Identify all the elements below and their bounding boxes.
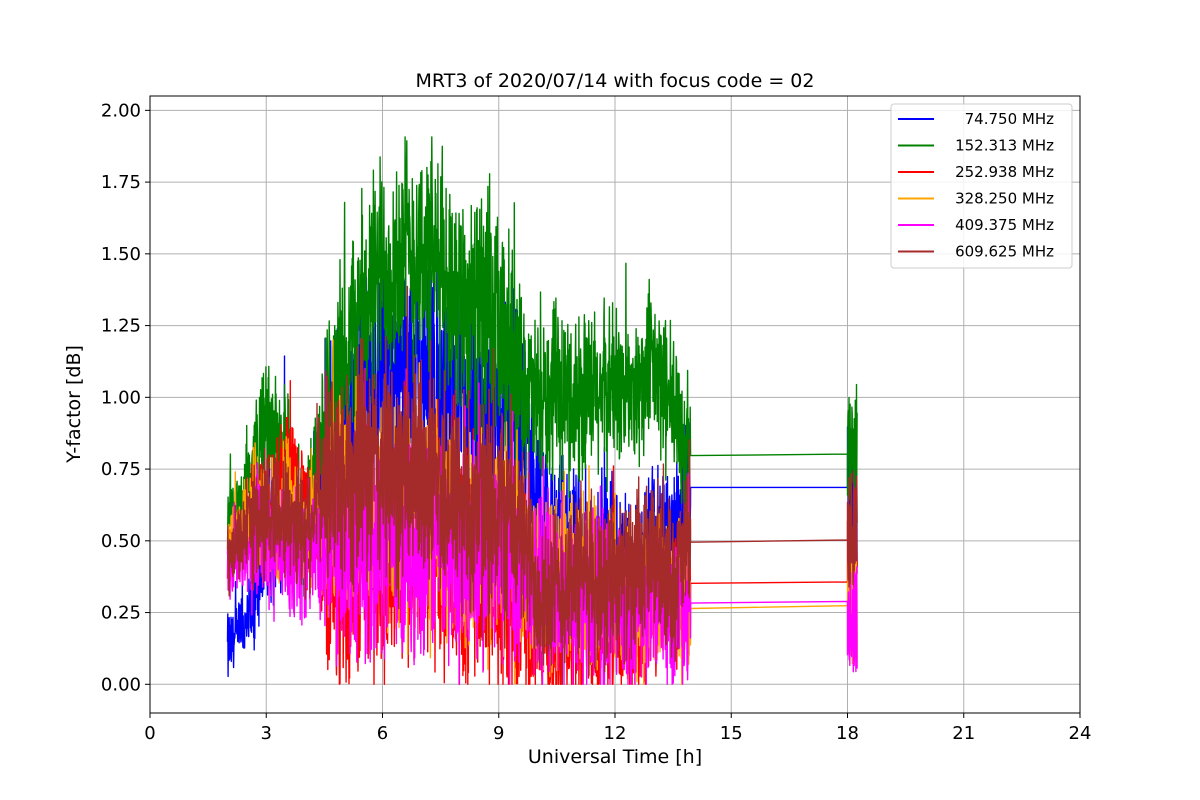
legend: 74.750 MHz 152.313 MHz 252.938 MHz 328.250 … bbox=[890, 103, 1073, 269]
x-tick-label: 24 bbox=[1069, 723, 1092, 744]
legend-label: 252.938 MHz bbox=[955, 163, 1054, 181]
series-line-5 bbox=[226, 285, 858, 685]
x-axis-label: Universal Time [h] bbox=[528, 746, 702, 768]
series-layer bbox=[226, 136, 858, 685]
x-tick-label: 6 bbox=[377, 723, 388, 744]
y-tick-label: 0.25 bbox=[101, 603, 141, 624]
x-tick-label: 12 bbox=[604, 723, 627, 744]
legend-label: 409.375 MHz bbox=[955, 216, 1054, 234]
legend-label: 74.750 MHz bbox=[965, 110, 1054, 128]
y-tick-label: 1.50 bbox=[101, 244, 141, 265]
tick-layer: 0 3 6 9 12 15 18 21 24 0.00 0.25 0.50 0.75 1.00 1.25 1.… bbox=[101, 100, 1092, 744]
legend-box bbox=[890, 103, 1073, 269]
legend-label: 609.625 MHz bbox=[955, 243, 1054, 261]
y-tick-label: 1.75 bbox=[101, 172, 141, 193]
x-tick-label: 3 bbox=[261, 723, 272, 744]
x-tick-label: 9 bbox=[493, 723, 504, 744]
x-tick-label: 18 bbox=[836, 723, 859, 744]
y-tick-label: 1.00 bbox=[101, 387, 141, 408]
legend-label: 152.313 MHz bbox=[955, 137, 1054, 155]
chart-title: MRT3 of 2020/07/14 with focus code = 02 bbox=[416, 70, 815, 92]
y-tick-label: 0.50 bbox=[101, 531, 141, 552]
x-tick-label: 15 bbox=[720, 723, 743, 744]
y-tick-label: 2.00 bbox=[101, 100, 141, 121]
y-tick-label: 1.25 bbox=[101, 316, 141, 337]
x-tick-label: 0 bbox=[144, 723, 155, 744]
y-axis-label: Y-factor [dB] bbox=[63, 345, 85, 464]
y-tick-label: 0.75 bbox=[101, 459, 141, 480]
y-tick-label: 0.00 bbox=[101, 674, 141, 695]
legend-label: 328.250 MHz bbox=[955, 190, 1054, 208]
x-tick-label: 21 bbox=[952, 723, 975, 744]
